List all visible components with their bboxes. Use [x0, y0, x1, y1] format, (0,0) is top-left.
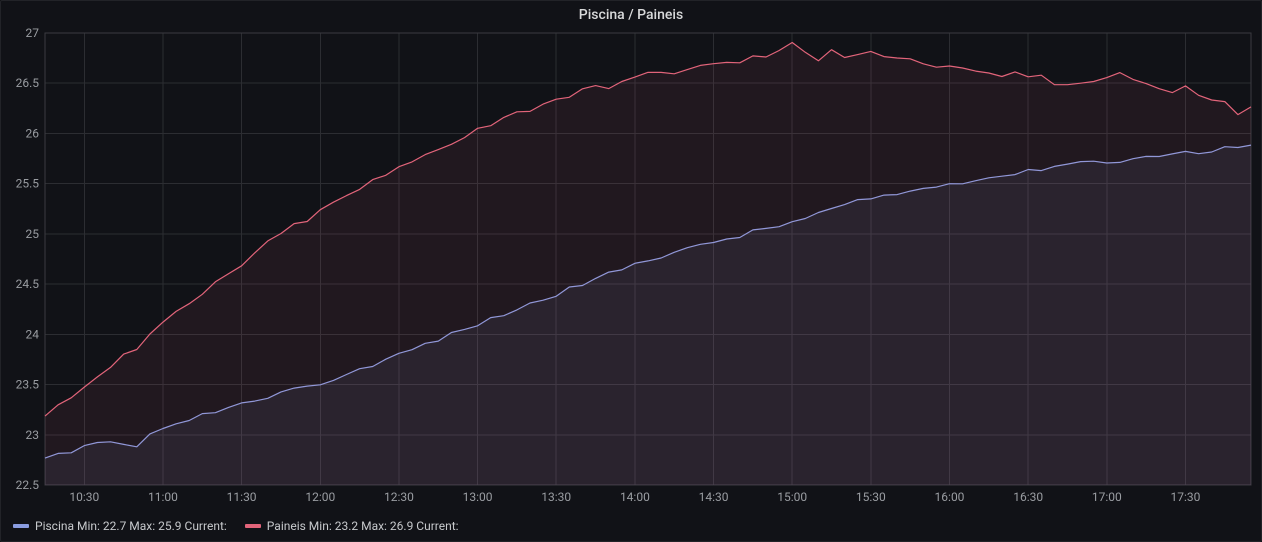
svg-text:14:00: 14:00 — [620, 490, 650, 504]
chart-panel: Piscina / Paineis 22.5 23 23.5 24 24.5 25 25.5… — [0, 0, 1262, 542]
legend-text-piscina: Piscina Min: 22.7 Max: 25.9 Current: — [35, 519, 227, 533]
svg-text:11:30: 11:30 — [227, 490, 257, 504]
svg-text:16:00: 16:00 — [935, 490, 965, 504]
svg-text:23.5: 23.5 — [16, 378, 40, 392]
svg-text:13:00: 13:00 — [463, 490, 493, 504]
svg-text:23: 23 — [26, 428, 40, 442]
svg-text:24: 24 — [26, 327, 40, 341]
svg-text:24.5: 24.5 — [16, 277, 40, 291]
svg-text:15:30: 15:30 — [856, 490, 886, 504]
panel-title: Piscina / Paineis — [1, 1, 1261, 27]
svg-text:11:00: 11:00 — [148, 490, 178, 504]
svg-text:25.5: 25.5 — [16, 177, 40, 191]
svg-text:12:00: 12:00 — [305, 490, 335, 504]
svg-text:25: 25 — [26, 227, 40, 241]
legend-item-piscina[interactable]: Piscina Min: 22.7 Max: 25.9 Current: — [13, 519, 227, 533]
svg-text:22.5: 22.5 — [16, 478, 40, 492]
legend-item-paineis[interactable]: Paineis Min: 23.2 Max: 26.9 Current: — [245, 519, 459, 533]
svg-text:14:30: 14:30 — [699, 490, 729, 504]
svg-text:10:30: 10:30 — [69, 490, 99, 504]
svg-text:12:30: 12:30 — [384, 490, 414, 504]
svg-text:26.5: 26.5 — [16, 76, 40, 90]
svg-text:16:30: 16:30 — [1013, 490, 1043, 504]
svg-text:17:30: 17:30 — [1171, 490, 1201, 504]
svg-text:26: 26 — [26, 126, 40, 140]
svg-text:27: 27 — [26, 27, 40, 40]
svg-text:13:30: 13:30 — [541, 490, 571, 504]
legend-swatch-piscina — [13, 524, 29, 528]
svg-text:15:00: 15:00 — [777, 490, 807, 504]
legend-swatch-paineis — [245, 524, 261, 528]
plot-area[interactable]: 22.5 23 23.5 24 24.5 25 25.5 26 26.5 27 10:30 11:00… — [1, 27, 1261, 513]
chart-svg[interactable]: 22.5 23 23.5 24 24.5 25 25.5 26 26.5 27 10:30 11:00… — [1, 27, 1262, 513]
legend: Piscina Min: 22.7 Max: 25.9 Current: Pai… — [1, 513, 1261, 541]
svg-text:17:00: 17:00 — [1092, 490, 1122, 504]
legend-text-paineis: Paineis Min: 23.2 Max: 26.9 Current: — [267, 519, 459, 533]
